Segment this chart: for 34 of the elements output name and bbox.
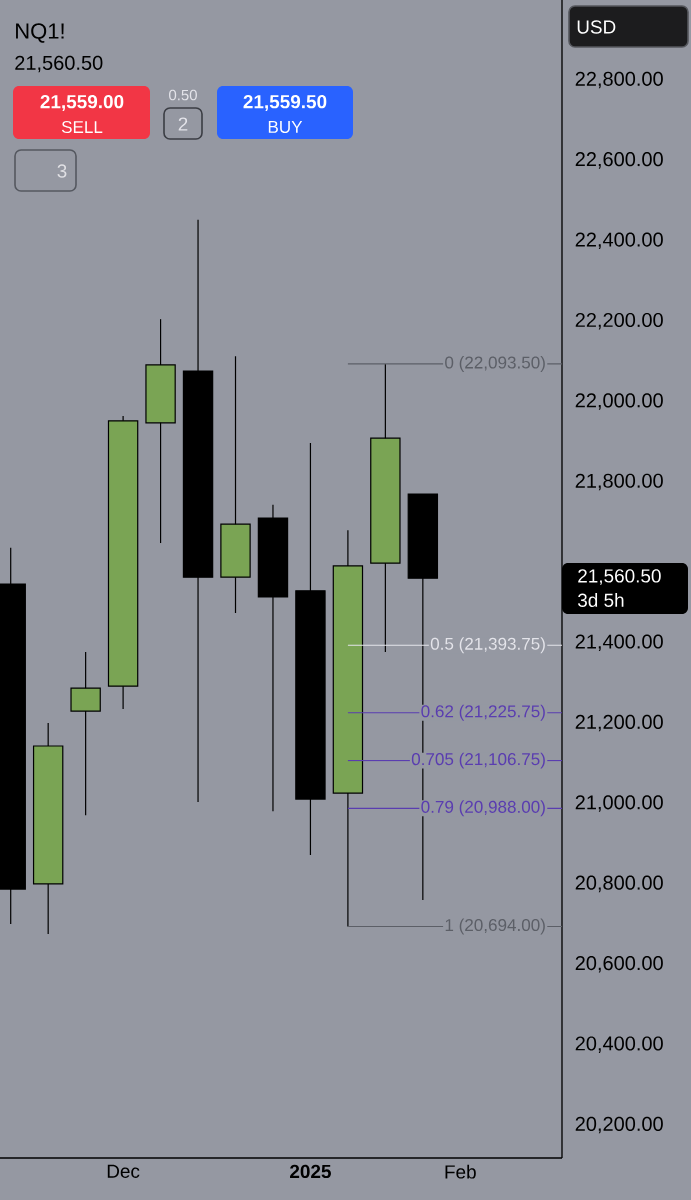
ref-line-label: 0.62 (21,225.75): [421, 704, 545, 721]
y-tick-label: 20,800.00: [575, 875, 663, 893]
ref-line-label: 0.5 (21,393.75): [430, 637, 545, 654]
y-tick-label: 21,400.00: [575, 634, 663, 651]
x-tick-label: Dec: [107, 1164, 140, 1178]
text: 21,560.50: [15, 55, 103, 73]
annotation: BUY: [268, 121, 303, 133]
annotation: 21,559.50: [243, 94, 327, 112]
y-tick-label: 20,400.00: [575, 1036, 663, 1053]
ref-line-label: 0.79 (20,988.00): [421, 800, 545, 817]
ref-line-label: 0.705 (21,106.75): [411, 752, 545, 769]
y-tick-label: 20,600.00: [575, 956, 663, 973]
text: 3d 5h: [577, 593, 624, 607]
y-tick-label: 20,200.00: [575, 1116, 663, 1134]
y-tick-label: 22,200.00: [575, 312, 663, 330]
x-tick-label: Feb: [445, 1164, 476, 1179]
text: USD: [577, 20, 616, 34]
y-tick-label: 22,800.00: [575, 71, 663, 89]
y-tick-label: 22,400.00: [575, 232, 663, 250]
annotation: 3: [57, 164, 67, 178]
y-tick-label: 21,000.00: [575, 795, 663, 812]
y-tick-label: 22,000.00: [575, 393, 663, 410]
text: NQ1!: [16, 23, 64, 43]
text: 21,560.50: [578, 569, 661, 585]
annotation: 0.50: [169, 89, 197, 101]
y-tick-label: 21,200.00: [575, 714, 663, 732]
x-tick-label: 2025: [290, 1164, 331, 1179]
ref-line-label: 1 (20,694.00): [445, 918, 545, 935]
annotation: 21,559.00: [40, 94, 124, 112]
y-tick-label: 21,800.00: [575, 473, 663, 491]
ref-line-label: 0 (22,093.50): [445, 356, 545, 372]
annotation: 2: [178, 117, 188, 131]
y-tick-label: 22,600.00: [575, 152, 663, 169]
annotation: SELL: [61, 120, 103, 134]
